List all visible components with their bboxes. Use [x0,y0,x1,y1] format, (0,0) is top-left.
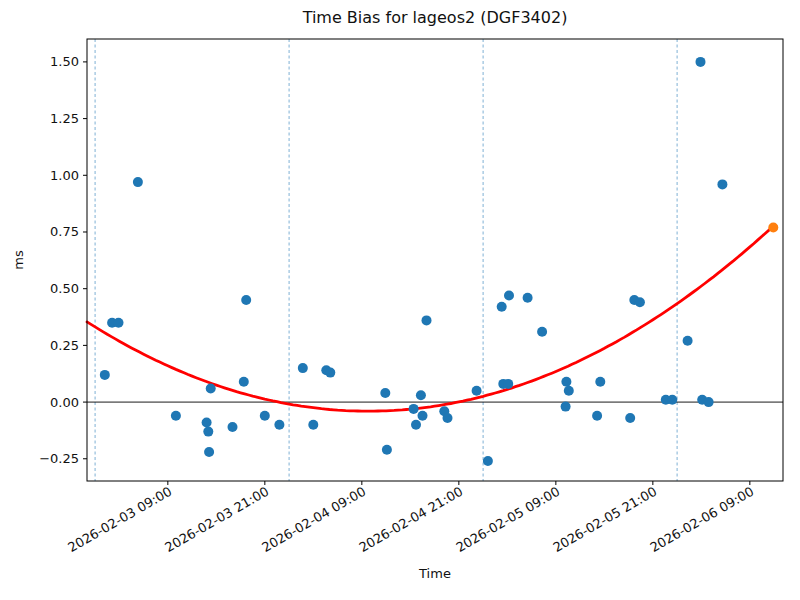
data-point [418,411,428,421]
data-point [595,377,605,387]
data-point [100,370,110,380]
data-point [422,315,432,325]
data-point [298,363,308,373]
x-tick-label: 2026-02-04 09:00 [259,484,368,556]
x-tick-label: 2026-02-05 21:00 [550,484,659,556]
time-bias-figure: Time Bias for lageos2 (DGF3402) 2026-02-… [0,0,800,600]
data-point [308,420,318,430]
data-point [443,413,453,423]
data-point [704,397,714,407]
x-tick-label: 2026-02-04 21:00 [356,484,465,556]
data-point [667,395,677,405]
data-point [382,445,392,455]
scatter-chart: Time Bias for lageos2 (DGF3402) 2026-02-… [0,0,800,600]
x-tick-label: 2026-02-03 09:00 [65,484,174,556]
data-point [274,420,284,430]
y-tick-label: 1.00 [50,168,79,183]
data-point [497,302,507,312]
data-point [133,177,143,187]
data-point [228,422,238,432]
data-point [592,411,602,421]
y-tick-label: 0.75 [50,224,79,239]
data-point [409,404,419,414]
data-point [717,179,727,189]
data-point [325,368,335,378]
data-point [561,402,571,412]
data-point [564,386,574,396]
y-tick-label: 0.25 [50,338,79,353]
data-point [472,386,482,396]
data-point [203,427,213,437]
data-point [504,291,514,301]
data-point [561,377,571,387]
chart-title: Time Bias for lageos2 (DGF3402) [302,8,568,27]
x-tick-label: 2026-02-05 09:00 [453,484,562,556]
axis-ticks-layer: 2026-02-03 09:002026-02-03 21:002026-02-… [39,54,756,555]
data-point [503,379,513,389]
midnight-gridlines [95,39,677,481]
data-point [114,318,124,328]
data-point [260,411,270,421]
y-tick-label: 0.00 [50,395,79,410]
data-point [204,447,214,457]
data-point [483,456,493,466]
prediction-point [768,223,778,233]
y-tick-label: −0.25 [39,451,79,466]
data-point [523,293,533,303]
y-axis-label: ms [11,250,26,270]
data-point [239,377,249,387]
data-point [241,295,251,305]
data-point [411,420,421,430]
data-point [206,384,216,394]
y-tick-label: 1.50 [50,54,79,69]
data-point [380,388,390,398]
x-axis-label: Time [418,566,451,581]
data-point [202,418,212,428]
data-point [416,390,426,400]
y-tick-label: 1.25 [50,111,79,126]
data-point [635,297,645,307]
y-tick-label: 0.50 [50,281,79,296]
data-point [696,57,706,67]
data-point [171,411,181,421]
x-tick-label: 2026-02-03 21:00 [162,484,271,556]
data-point [537,327,547,337]
plot-border [87,39,783,481]
data-point [683,336,693,346]
x-tick-label: 2026-02-06 09:00 [647,484,756,556]
data-point [625,413,635,423]
